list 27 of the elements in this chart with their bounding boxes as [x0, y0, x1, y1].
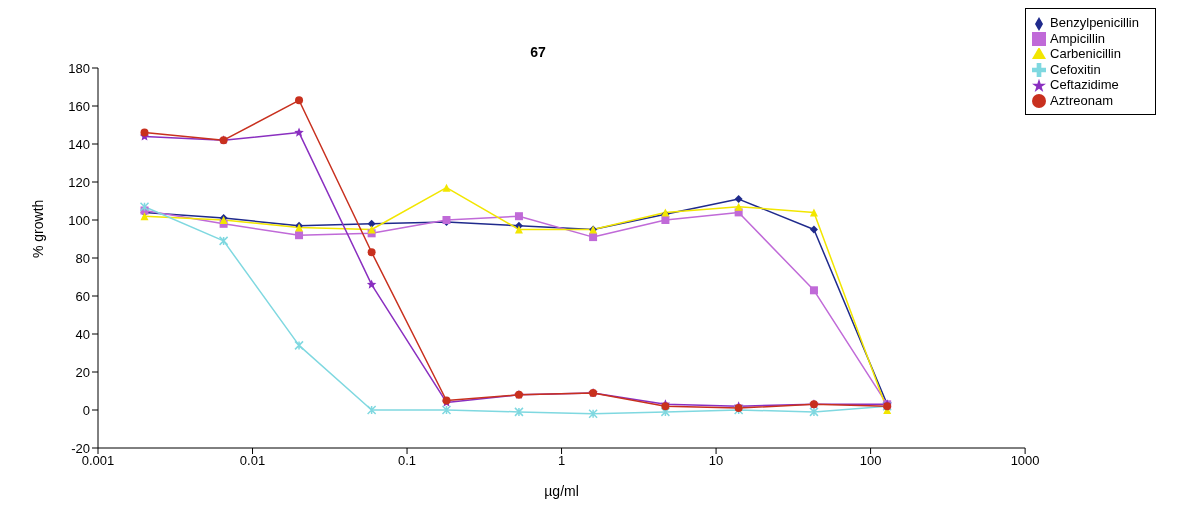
- x-axis-title: µg/ml: [544, 483, 579, 499]
- x-tick-label: 10: [708, 453, 724, 469]
- y-tick-label: -20: [71, 440, 90, 456]
- y-tick-label: 0: [82, 402, 90, 418]
- y-tick-label: 20: [75, 364, 90, 380]
- y-tick-label: 40: [75, 326, 90, 342]
- y-tick-label: 180: [68, 60, 90, 76]
- y-tick-label: 160: [68, 98, 90, 114]
- x-tick-label: 100: [859, 453, 882, 469]
- x-tick-label: 0.01: [239, 453, 266, 469]
- chart-title: 67: [529, 44, 547, 60]
- y-tick-label: 120: [68, 174, 90, 190]
- legend-label: Aztreonam: [1050, 92, 1113, 108]
- legend-label: Ceftazidime: [1050, 77, 1119, 93]
- x-tick-label: 0.1: [398, 453, 417, 469]
- legend-label: Benzylpenicillin: [1050, 15, 1139, 30]
- y-tick-label: 80: [75, 250, 90, 266]
- y-tick-label: 140: [68, 136, 90, 152]
- x-tick-label: 0.001: [81, 453, 115, 469]
- legend-label: Carbenicillin: [1050, 46, 1121, 62]
- legend-label: Cefoxitin: [1050, 61, 1101, 77]
- x-tick-label: 1000: [1010, 453, 1040, 469]
- y-axis-title: % growth: [29, 199, 46, 258]
- y-tick-label: 60: [75, 288, 90, 304]
- legend-label: Ampicillin: [1050, 30, 1106, 46]
- x-tick-label: 1: [557, 453, 566, 469]
- y-tick-label: 100: [68, 212, 90, 228]
